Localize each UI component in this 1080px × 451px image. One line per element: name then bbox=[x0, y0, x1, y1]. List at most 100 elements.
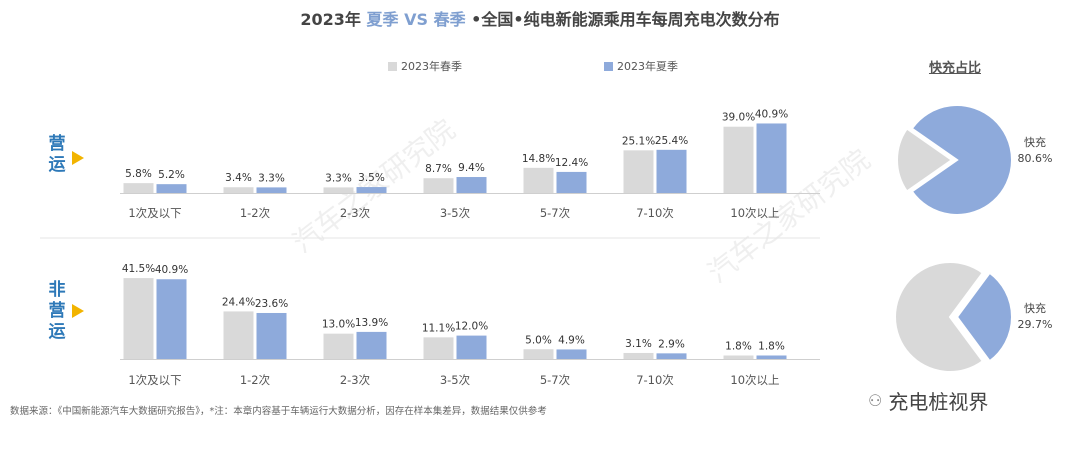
data-label: 3.5% bbox=[358, 172, 385, 184]
data-label: 2.9% bbox=[658, 338, 685, 350]
data-label: 11.1% bbox=[422, 322, 455, 334]
wechat-icon: ⚇ bbox=[868, 391, 883, 410]
category-label: 2-3次 bbox=[340, 373, 371, 387]
pie-slice bbox=[910, 104, 1013, 216]
bar bbox=[623, 150, 654, 193]
arrow-right-icon bbox=[72, 304, 84, 318]
arrow-right-icon bbox=[72, 151, 84, 165]
bar bbox=[223, 311, 254, 359]
bar bbox=[556, 171, 587, 193]
brand-text: 充电桩视界 bbox=[888, 390, 989, 414]
category-label: 1次及以下 bbox=[128, 373, 181, 387]
data-label: 39.0% bbox=[722, 112, 755, 124]
bar bbox=[656, 353, 687, 359]
section-label-non-operating: 非营运 bbox=[48, 280, 66, 342]
section-label-operating: 营运 bbox=[48, 134, 66, 175]
bar bbox=[323, 333, 354, 359]
category-label: 10次以上 bbox=[730, 206, 779, 220]
bar bbox=[423, 337, 454, 359]
bar bbox=[423, 178, 454, 193]
data-label: 3.3% bbox=[325, 172, 352, 184]
pie-label-operating: 快充 80.6% bbox=[1010, 135, 1060, 167]
data-label: 9.4% bbox=[458, 162, 485, 174]
bar bbox=[123, 183, 154, 193]
bar bbox=[456, 177, 487, 193]
data-label: 23.6% bbox=[255, 298, 288, 310]
data-label: 5.2% bbox=[158, 169, 185, 181]
data-label: 5.8% bbox=[125, 168, 152, 180]
data-label: 12.4% bbox=[555, 157, 588, 169]
data-label: 3.4% bbox=[225, 172, 252, 184]
bar bbox=[356, 187, 387, 193]
bar bbox=[256, 187, 287, 193]
data-label: 1.8% bbox=[758, 340, 785, 352]
pie-title: 快充占比 bbox=[928, 61, 981, 76]
data-label: 25.4% bbox=[655, 135, 688, 147]
legend-swatch-spring bbox=[388, 61, 397, 71]
bar bbox=[756, 355, 787, 359]
pie-slice bbox=[896, 127, 954, 193]
data-label: 41.5% bbox=[122, 263, 155, 275]
category-label: 10次以上 bbox=[730, 373, 779, 387]
legend-label-spring: 2023年春季 bbox=[401, 60, 462, 73]
data-label: 8.7% bbox=[425, 163, 452, 175]
legend-item-spring: 2023年春季 bbox=[388, 58, 462, 74]
data-label: 25.1% bbox=[622, 135, 655, 147]
title-spring: 春季 bbox=[433, 10, 466, 29]
bar bbox=[556, 349, 587, 359]
category-label: 2-3次 bbox=[340, 206, 371, 220]
category-label: 1次及以下 bbox=[128, 206, 181, 220]
data-label: 14.8% bbox=[522, 153, 555, 165]
data-label: 13.9% bbox=[355, 317, 388, 329]
bar bbox=[656, 149, 687, 193]
pie-slice bbox=[894, 261, 985, 373]
data-label: 13.0% bbox=[322, 319, 355, 331]
category-label: 1-2次 bbox=[240, 373, 271, 387]
title-suffix: •全国•纯电新能源乘用车每周充电次数分布 bbox=[471, 10, 780, 29]
legend-swatch-summer bbox=[604, 61, 613, 71]
data-label: 3.3% bbox=[258, 172, 285, 184]
pie-slice-value: 80.6% bbox=[1017, 152, 1053, 165]
title-summer: 夏季 bbox=[366, 10, 399, 29]
data-label: 4.9% bbox=[558, 334, 585, 346]
legend-item-summer: 2023年夏季 bbox=[604, 58, 678, 74]
bar bbox=[623, 352, 654, 359]
title-vs: VS bbox=[404, 10, 428, 29]
data-label: 40.9% bbox=[755, 108, 788, 120]
chart-title: 2023年 夏季 VS 春季 •全国•纯电新能源乘用车每周充电次数分布 bbox=[0, 6, 1080, 30]
category-label: 3-5次 bbox=[440, 373, 471, 387]
bar bbox=[123, 278, 154, 359]
bar bbox=[756, 123, 787, 193]
data-label: 24.4% bbox=[222, 296, 255, 308]
data-label: 40.9% bbox=[155, 264, 188, 276]
bar bbox=[723, 355, 754, 359]
data-label: 5.0% bbox=[525, 334, 552, 346]
bar bbox=[256, 312, 287, 359]
category-label: 7-10次 bbox=[636, 373, 674, 387]
title-prefix: 2023年 bbox=[300, 10, 361, 29]
bar bbox=[456, 335, 487, 359]
bar bbox=[223, 187, 254, 193]
legend-label-summer: 2023年夏季 bbox=[617, 60, 678, 73]
data-label: 1.8% bbox=[725, 340, 752, 352]
data-label: 3.1% bbox=[625, 338, 652, 350]
category-label: 5-7次 bbox=[540, 373, 571, 387]
pie-slice-name: 快充 bbox=[1024, 302, 1046, 315]
bar bbox=[323, 187, 354, 193]
bar bbox=[523, 349, 554, 359]
bar bbox=[523, 167, 554, 193]
pie-label-non-operating: 快充 29.7% bbox=[1010, 301, 1060, 333]
pie-slice-value: 29.7% bbox=[1017, 318, 1053, 331]
category-label: 5-7次 bbox=[540, 206, 571, 220]
bar bbox=[356, 331, 387, 359]
category-label: 3-5次 bbox=[440, 206, 471, 220]
source-note: 数据来源：《中国新能源汽车大数据研究报告》，*注：本章内容基于车辆运行大数据分析… bbox=[10, 406, 547, 417]
bar bbox=[723, 126, 754, 193]
bar bbox=[156, 184, 187, 193]
data-label: 12.0% bbox=[455, 321, 488, 333]
category-label: 7-10次 bbox=[636, 206, 674, 220]
category-label: 1-2次 bbox=[240, 206, 271, 220]
pie-slice-name: 快充 bbox=[1024, 136, 1046, 149]
brand: ⚇ 充电桩视界 bbox=[868, 386, 988, 415]
